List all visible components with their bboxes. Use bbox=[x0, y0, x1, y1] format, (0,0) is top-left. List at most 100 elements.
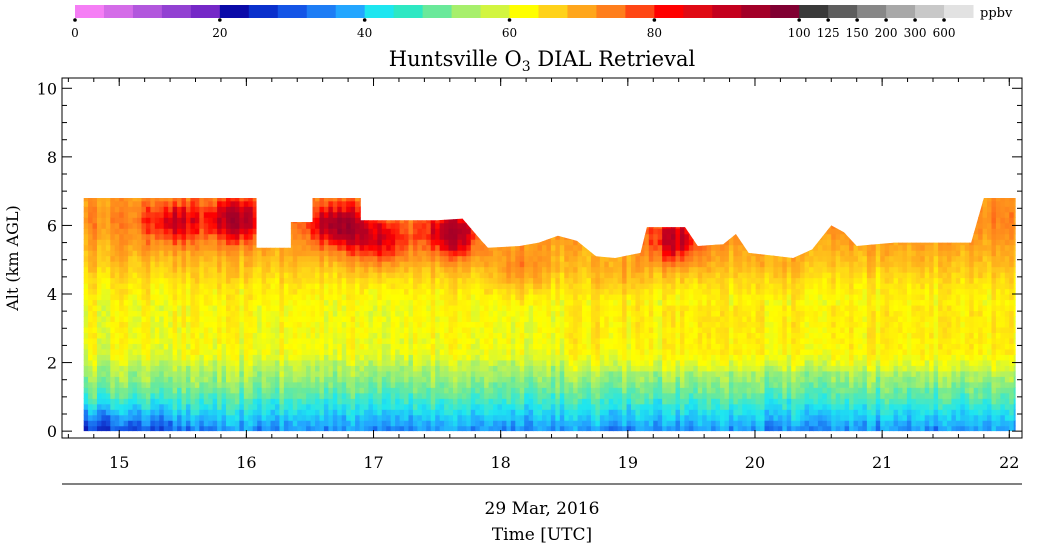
heatmap-cell bbox=[119, 326, 125, 333]
heatmap-cell bbox=[88, 283, 94, 290]
heatmap-cell bbox=[101, 272, 107, 279]
heatmap-cell bbox=[372, 304, 378, 312]
heatmap-cell bbox=[381, 211, 387, 218]
heatmap-cell bbox=[386, 190, 391, 196]
heatmap-cell bbox=[132, 337, 138, 344]
heatmap-cell bbox=[159, 211, 165, 218]
heatmap-cell bbox=[399, 414, 405, 421]
heatmap-cell bbox=[439, 392, 445, 399]
heatmap-cell bbox=[346, 414, 352, 421]
heatmap-cell bbox=[83, 343, 89, 350]
heatmap-cell bbox=[212, 255, 218, 262]
heatmap-cell bbox=[399, 387, 405, 394]
heatmap-cell bbox=[372, 217, 378, 224]
heatmap-cell bbox=[430, 403, 436, 410]
heatmap-cell bbox=[230, 288, 236, 295]
heatmap-cell bbox=[559, 392, 565, 399]
colorbar-swatch bbox=[654, 5, 684, 18]
heatmap-cell bbox=[559, 354, 565, 361]
heatmap-cell bbox=[83, 250, 89, 257]
heatmap-cell bbox=[101, 200, 107, 207]
heatmap-cell bbox=[363, 398, 370, 405]
heatmap-cell bbox=[435, 200, 441, 207]
heatmap-cell bbox=[328, 337, 334, 344]
heatmap-cell bbox=[110, 206, 116, 213]
heatmap-cell bbox=[301, 376, 307, 383]
heatmap-cell bbox=[203, 310, 209, 317]
heatmap-cell bbox=[239, 370, 245, 377]
heatmap-cell bbox=[96, 348, 103, 355]
heatmap-cell bbox=[266, 266, 272, 273]
heatmap-cell bbox=[132, 222, 138, 229]
heatmap-cell bbox=[435, 190, 440, 196]
heatmap-cell bbox=[96, 387, 103, 394]
heatmap-cell bbox=[274, 414, 281, 421]
heatmap-cell bbox=[417, 277, 423, 284]
heatmap-cell bbox=[475, 348, 481, 355]
heatmap-cell bbox=[524, 266, 530, 273]
heatmap-cell bbox=[137, 343, 143, 350]
heatmap-cell bbox=[323, 244, 329, 251]
heatmap-cell bbox=[333, 190, 338, 196]
heatmap-cell bbox=[83, 288, 89, 295]
heatmap-cell bbox=[537, 206, 543, 213]
heatmap-cell bbox=[461, 343, 467, 350]
heatmap-cell bbox=[323, 299, 329, 306]
heatmap-cell bbox=[145, 343, 151, 350]
heatmap-cell bbox=[163, 354, 169, 361]
heatmap-cell bbox=[101, 359, 107, 366]
heatmap-cell bbox=[550, 294, 556, 301]
heatmap-cell bbox=[301, 392, 307, 399]
heatmap-cell bbox=[444, 370, 450, 377]
heatmap-cell bbox=[270, 365, 276, 372]
heatmap-cell bbox=[412, 222, 418, 229]
heatmap-cell bbox=[577, 326, 583, 333]
heatmap-cell bbox=[359, 343, 365, 350]
heatmap-cell bbox=[239, 200, 245, 207]
heatmap-cell bbox=[128, 288, 134, 295]
heatmap-cell bbox=[239, 337, 245, 344]
heatmap-cell bbox=[564, 392, 570, 399]
heatmap-cell bbox=[181, 348, 187, 355]
heatmap-cell bbox=[484, 272, 490, 279]
heatmap-cell bbox=[190, 266, 196, 273]
heatmap-cell bbox=[452, 365, 459, 372]
heatmap-cell bbox=[159, 398, 165, 405]
heatmap-cell bbox=[435, 206, 441, 213]
heatmap-cell bbox=[550, 348, 556, 355]
heatmap-cell bbox=[564, 261, 570, 268]
heatmap-cell bbox=[283, 376, 289, 383]
heatmap-cell bbox=[408, 321, 414, 328]
heatmap-cell bbox=[533, 370, 539, 377]
heatmap-cell bbox=[132, 200, 138, 207]
heatmap-cell bbox=[141, 398, 147, 405]
heatmap-cell bbox=[132, 198, 138, 202]
heatmap-cell bbox=[559, 348, 565, 355]
heatmap-cell bbox=[105, 409, 111, 416]
heatmap-cell bbox=[546, 206, 552, 213]
heatmap-cell bbox=[551, 190, 556, 196]
heatmap-cell bbox=[234, 420, 240, 427]
heatmap-cell bbox=[475, 233, 481, 240]
heatmap-cell bbox=[168, 403, 174, 410]
heatmap-cell bbox=[132, 310, 138, 317]
heatmap-cell bbox=[301, 315, 307, 323]
heatmap-cell bbox=[301, 283, 307, 290]
heatmap-cell bbox=[199, 206, 205, 213]
heatmap-cell bbox=[421, 206, 427, 213]
heatmap-cell bbox=[452, 272, 459, 279]
heatmap-cell bbox=[528, 239, 534, 246]
heatmap-cell bbox=[475, 420, 481, 427]
heatmap-cell bbox=[408, 244, 414, 251]
heatmap-cell bbox=[208, 217, 214, 224]
heatmap-cell bbox=[319, 310, 325, 317]
heatmap-cell bbox=[172, 299, 178, 306]
heatmap-cell bbox=[288, 381, 294, 388]
heatmap-cell bbox=[181, 217, 187, 224]
heatmap-cell bbox=[488, 337, 494, 344]
heatmap-cell bbox=[168, 414, 174, 421]
heatmap-cell bbox=[564, 255, 570, 262]
heatmap-cell bbox=[399, 250, 405, 257]
heatmap-cell bbox=[123, 266, 129, 273]
heatmap-cell bbox=[230, 304, 236, 312]
